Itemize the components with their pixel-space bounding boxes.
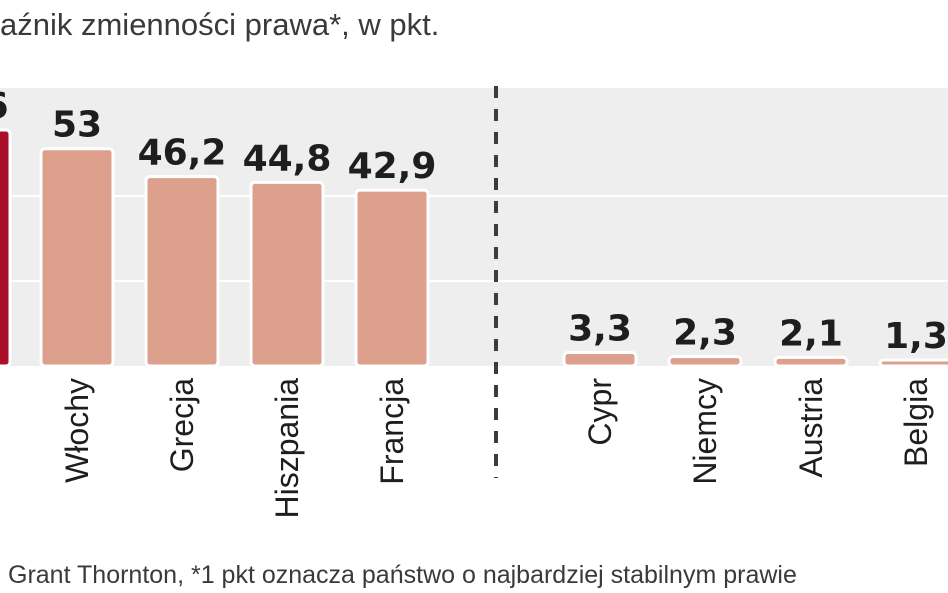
bar-2 (39, 147, 115, 368)
value-label-5: 42,9 (348, 146, 437, 187)
value-label-8: 2,1 (779, 313, 843, 354)
bar-8 (773, 355, 849, 368)
bar-7 (667, 355, 743, 368)
value-label-1: 6 (0, 86, 9, 127)
source-note: Grant Thornton, *1 pkt oznacza państwo o… (8, 561, 797, 589)
category-label-9: Belgia (898, 378, 934, 467)
category-label-6: Cypr (582, 378, 618, 446)
value-label-3: 46,2 (138, 133, 227, 174)
value-labels: 6 53 46,2 44,8 42,9 3,3 2,3 2,1 1,3 (0, 86, 948, 357)
value-label-9: 1,3 (884, 316, 948, 357)
category-label-4: Hiszpania (269, 378, 305, 519)
category-label-5: Francja (374, 378, 410, 485)
value-label-6: 3,3 (568, 308, 632, 349)
bar-6 (562, 350, 638, 368)
category-labels: Włochy Grecja Hiszpania Francja Cypr Niemcy Au… (59, 378, 934, 519)
bars (0, 128, 948, 368)
category-label-3: Grecja (164, 378, 200, 472)
value-label-2: 53 (52, 105, 102, 146)
category-label-7: Niemcy (687, 378, 723, 485)
category-label-8: Austria (793, 378, 829, 478)
chart-title: aźnik zmienności prawa*, w pkt. (0, 7, 440, 42)
bar-chart: 6 53 46,2 44,8 42,9 3,3 2,3 2,1 1,3 Włochy Grecja… (0, 86, 948, 519)
bar-1 (0, 128, 12, 368)
value-label-4: 44,8 (243, 138, 332, 179)
value-label-7: 2,3 (673, 313, 737, 354)
bar-3 (144, 175, 220, 368)
bar-9 (878, 358, 948, 368)
bar-5 (354, 188, 430, 368)
bar-4 (249, 180, 325, 368)
category-label-2: Włochy (59, 378, 95, 483)
